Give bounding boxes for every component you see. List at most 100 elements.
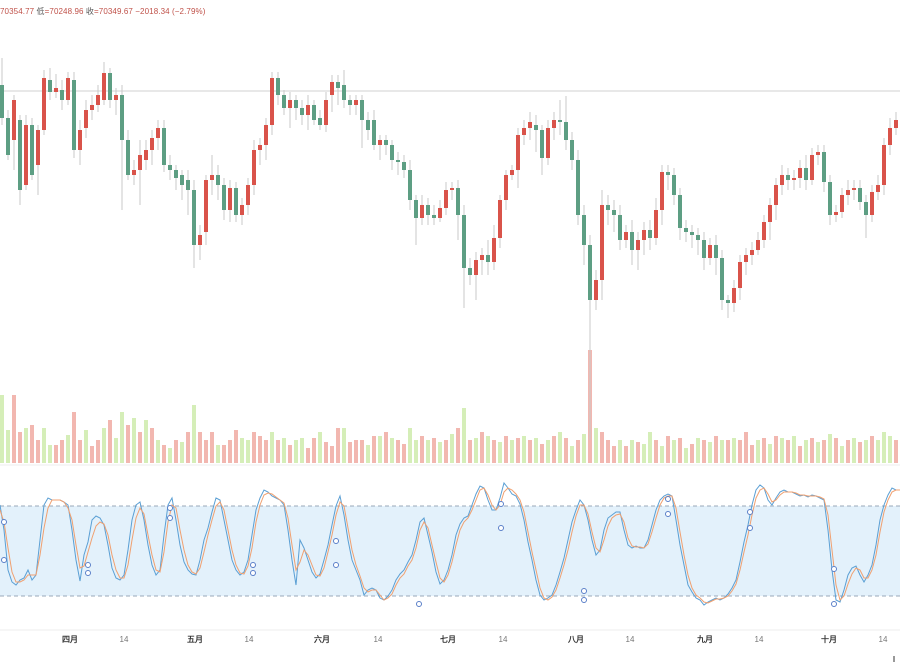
volume-bar bbox=[636, 442, 640, 463]
cross-marker bbox=[167, 515, 173, 521]
candle bbox=[762, 215, 766, 248]
volume-bar bbox=[786, 440, 790, 463]
candle bbox=[372, 110, 376, 150]
axis-tick-label: 14 bbox=[879, 635, 888, 644]
volume-bar bbox=[522, 436, 526, 463]
volume-bar bbox=[486, 436, 490, 463]
volume-bar bbox=[288, 445, 292, 463]
volume-bar bbox=[198, 432, 202, 463]
volume-bar bbox=[366, 445, 370, 463]
volume-bar bbox=[306, 448, 310, 463]
axis-scroll-handle[interactable] bbox=[893, 656, 895, 662]
cross-marker bbox=[581, 597, 587, 603]
volume-bar bbox=[840, 446, 844, 463]
candle bbox=[270, 72, 274, 135]
candle bbox=[534, 115, 538, 152]
volume-bar bbox=[228, 440, 232, 463]
volume-bar bbox=[12, 395, 16, 463]
candle bbox=[456, 180, 460, 240]
axis-tick-label: 七月 bbox=[440, 634, 456, 644]
volume-bar bbox=[702, 440, 706, 463]
legend-close-label: 收 bbox=[85, 7, 94, 16]
candle bbox=[240, 198, 244, 225]
volume-bar bbox=[84, 430, 88, 463]
volume-bar bbox=[858, 442, 862, 463]
volume-bar bbox=[732, 438, 736, 463]
candle bbox=[186, 170, 190, 215]
candle bbox=[378, 135, 382, 160]
candle bbox=[828, 175, 832, 225]
candle bbox=[600, 190, 604, 300]
candle bbox=[462, 205, 466, 308]
volume-bar bbox=[444, 440, 448, 463]
cross-marker bbox=[747, 509, 753, 515]
candle bbox=[588, 235, 592, 440]
candle bbox=[702, 232, 706, 270]
candle bbox=[174, 165, 178, 190]
volume-bar bbox=[420, 436, 424, 463]
volume-bar bbox=[150, 428, 154, 463]
candle bbox=[750, 242, 754, 265]
volume-bar bbox=[348, 442, 352, 463]
legend-high-value: 70354.77 bbox=[0, 7, 35, 16]
candle bbox=[666, 165, 670, 190]
cross-marker bbox=[665, 496, 671, 502]
candle bbox=[84, 100, 88, 138]
volume-bar bbox=[450, 434, 454, 463]
cross-marker bbox=[581, 588, 587, 594]
price-pane[interactable] bbox=[0, 58, 898, 440]
volume-bar bbox=[324, 442, 328, 463]
candle bbox=[732, 280, 736, 312]
candle bbox=[594, 270, 598, 310]
candle bbox=[546, 120, 550, 165]
candle bbox=[486, 240, 490, 275]
cross-marker bbox=[167, 505, 173, 511]
volume-bar bbox=[72, 412, 76, 463]
volume-bar bbox=[252, 432, 256, 463]
cross-marker bbox=[665, 511, 671, 517]
candle bbox=[468, 258, 472, 285]
candle bbox=[90, 95, 94, 120]
candle bbox=[870, 185, 874, 222]
time-axis[interactable]: 四月 14 五月 14 六月 14 七月 14 八月 14 九月 14 十月 14 bbox=[62, 634, 888, 644]
candle bbox=[222, 178, 226, 220]
candle bbox=[396, 152, 400, 175]
candle bbox=[726, 295, 730, 318]
volume-bar bbox=[240, 438, 244, 463]
candle bbox=[42, 70, 46, 135]
volume-bar bbox=[174, 440, 178, 463]
volume-bar bbox=[402, 444, 406, 463]
axis-tick-label: 五月 bbox=[187, 635, 203, 644]
candle bbox=[774, 178, 778, 220]
volume-bar bbox=[816, 442, 820, 463]
candle bbox=[0, 58, 4, 125]
volume-bar bbox=[300, 438, 304, 463]
candle bbox=[888, 118, 892, 155]
cross-marker bbox=[85, 562, 91, 568]
legend-low-label: 低 bbox=[36, 7, 45, 16]
volume-bar bbox=[330, 446, 334, 463]
stochastic-band bbox=[0, 506, 900, 596]
volume-bar bbox=[36, 440, 40, 463]
candle bbox=[720, 250, 724, 310]
volume-bar bbox=[498, 442, 502, 463]
axis-tick-label: 九月 bbox=[696, 634, 713, 644]
volume-bar bbox=[90, 446, 94, 463]
candle bbox=[144, 140, 148, 170]
volume-bar bbox=[558, 432, 562, 463]
volume-bar bbox=[876, 440, 880, 463]
candle bbox=[708, 238, 712, 265]
legend-low-value: 70248.96 bbox=[49, 7, 84, 16]
volume-bar bbox=[30, 425, 34, 463]
volume-bar bbox=[264, 440, 268, 463]
volume-bar bbox=[678, 438, 682, 463]
candle bbox=[54, 74, 58, 98]
candle bbox=[528, 112, 532, 140]
volume-bar bbox=[606, 440, 610, 463]
cross-marker bbox=[831, 601, 837, 607]
volume-bar bbox=[396, 440, 400, 463]
volume-bar bbox=[870, 436, 874, 463]
cross-marker bbox=[498, 525, 504, 531]
volume-bar bbox=[126, 425, 130, 463]
